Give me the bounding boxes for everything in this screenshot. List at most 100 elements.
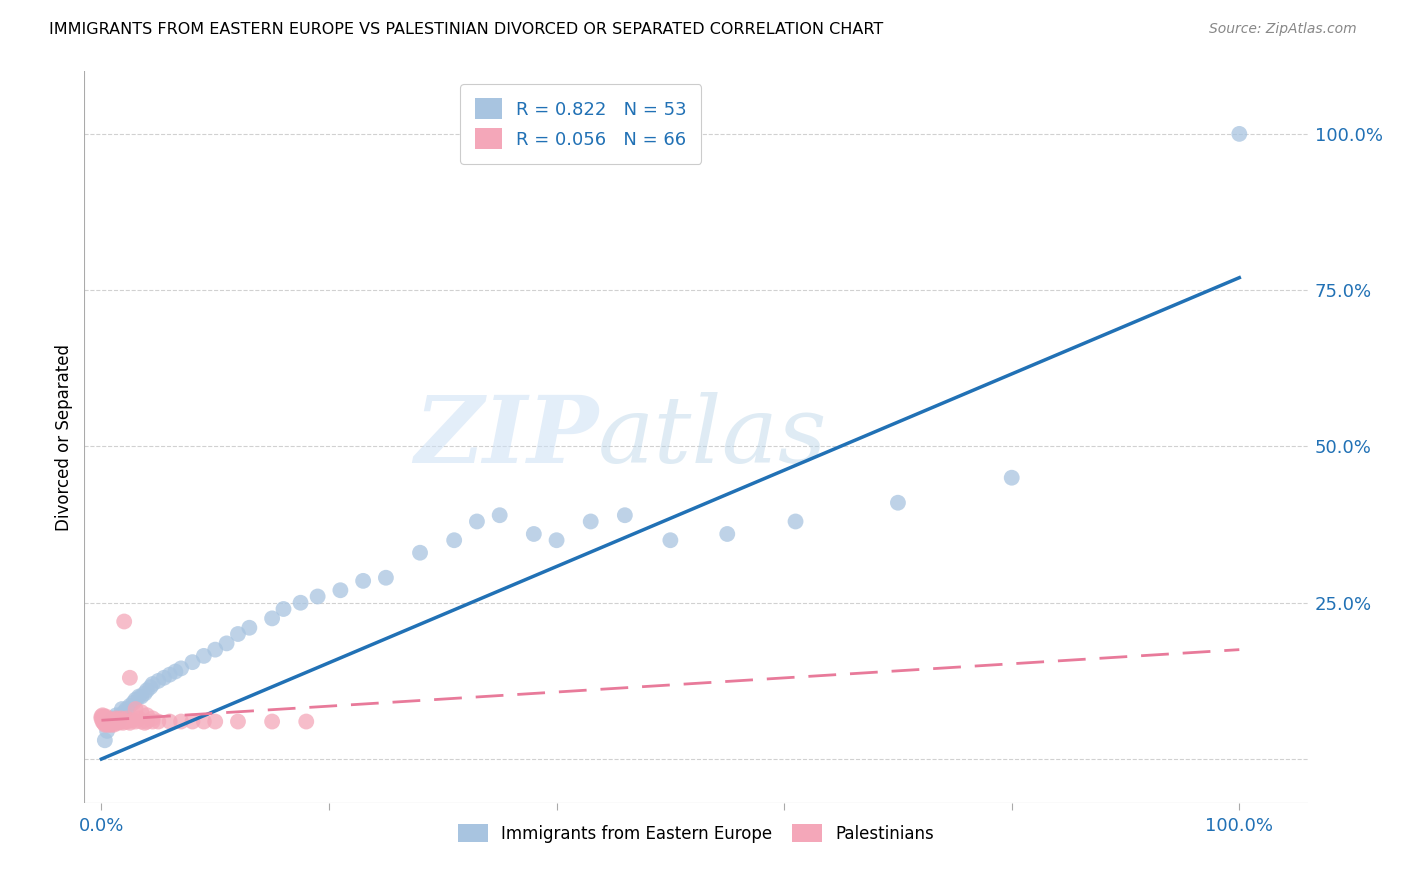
Point: [488, 508, 510, 523]
Point: [262, 714, 284, 729]
Point: [91, 714, 114, 729]
Point: [104, 713, 127, 727]
Point: [262, 611, 284, 625]
Point: [128, 711, 150, 725]
Point: [108, 714, 131, 729]
Point: [97, 713, 120, 727]
Point: [103, 714, 125, 729]
Point: [100, 714, 122, 729]
Y-axis label: Divorced or Separated: Divorced or Separated: [55, 343, 73, 531]
Point: [107, 713, 129, 727]
Point: [114, 714, 136, 729]
Point: [290, 596, 312, 610]
Point: [118, 698, 141, 713]
Point: [128, 690, 150, 704]
Point: [111, 714, 134, 729]
Point: [148, 714, 170, 729]
Point: [238, 621, 260, 635]
Point: [96, 717, 118, 731]
Point: [129, 690, 152, 704]
Point: [94, 714, 117, 729]
Point: [101, 711, 124, 725]
Point: [153, 671, 176, 685]
Point: [100, 714, 122, 729]
Point: [100, 715, 122, 730]
Point: [100, 717, 122, 731]
Point: [273, 602, 295, 616]
Point: [204, 714, 226, 729]
Point: [409, 546, 432, 560]
Point: [170, 661, 193, 675]
Point: [329, 583, 352, 598]
Point: [112, 705, 135, 719]
Point: [142, 711, 165, 725]
Point: [613, 508, 636, 523]
Point: [90, 709, 112, 723]
Point: [94, 713, 117, 727]
Point: [98, 717, 121, 731]
Point: [785, 515, 807, 529]
Point: [129, 714, 152, 729]
Point: [115, 702, 138, 716]
Point: [523, 527, 546, 541]
Point: [193, 648, 215, 663]
Point: [112, 615, 135, 629]
Point: [105, 711, 128, 725]
Point: [96, 714, 118, 729]
Point: [104, 714, 127, 729]
Point: [97, 717, 120, 731]
Point: [100, 713, 122, 727]
Point: [165, 665, 187, 679]
Point: [579, 515, 602, 529]
Point: [352, 574, 374, 588]
Point: [110, 708, 132, 723]
Point: [139, 680, 162, 694]
Legend: Immigrants from Eastern Europe, Palestinians: Immigrants from Eastern Europe, Palestin…: [451, 818, 941, 849]
Point: [181, 714, 204, 729]
Point: [124, 692, 146, 706]
Point: [136, 714, 159, 729]
Point: [94, 709, 117, 723]
Point: [295, 714, 318, 729]
Text: atlas: atlas: [598, 392, 828, 482]
Point: [101, 713, 124, 727]
Point: [105, 714, 128, 729]
Point: [546, 533, 568, 548]
Point: [93, 713, 115, 727]
Point: [134, 686, 156, 700]
Point: [112, 713, 135, 727]
Point: [118, 671, 141, 685]
Point: [110, 711, 132, 725]
Point: [94, 717, 117, 731]
Point: [91, 708, 114, 723]
Point: [107, 714, 129, 729]
Point: [887, 496, 910, 510]
Point: [170, 714, 193, 729]
Point: [124, 702, 146, 716]
Point: [91, 711, 114, 725]
Point: [307, 590, 329, 604]
Point: [93, 715, 115, 730]
Point: [226, 627, 249, 641]
Point: [101, 715, 124, 730]
Point: [136, 708, 159, 723]
Point: [107, 715, 129, 730]
Point: [111, 702, 134, 716]
Point: [465, 515, 488, 529]
Point: [136, 683, 159, 698]
Point: [1227, 127, 1250, 141]
Point: [1001, 471, 1024, 485]
Point: [659, 533, 682, 548]
Point: [94, 733, 117, 747]
Point: [96, 711, 118, 725]
Point: [193, 714, 215, 729]
Point: [122, 696, 145, 710]
Point: [443, 533, 465, 548]
Point: [142, 677, 165, 691]
Point: [134, 715, 156, 730]
Point: [716, 527, 738, 541]
Point: [226, 714, 249, 729]
Text: Source: ZipAtlas.com: Source: ZipAtlas.com: [1209, 22, 1357, 37]
Point: [112, 715, 135, 730]
Point: [215, 636, 238, 650]
